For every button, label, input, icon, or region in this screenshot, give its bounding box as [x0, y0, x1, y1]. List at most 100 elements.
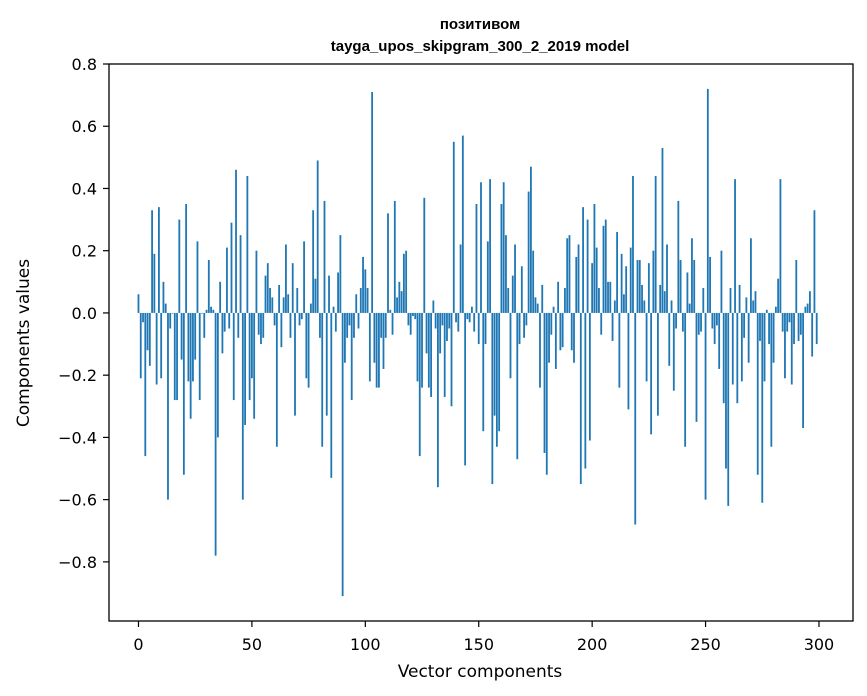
- bar-94: [350, 312, 353, 401]
- bar-19: [180, 312, 183, 360]
- bar-132: [437, 312, 439, 488]
- bar-218: [632, 176, 634, 313]
- bar-191: [570, 312, 573, 351]
- y-tick-label-2: −0.4: [58, 428, 97, 447]
- bar-96: [355, 294, 358, 313]
- y-tick-label-4: 0.0: [72, 304, 97, 323]
- bar-72: [300, 312, 303, 320]
- bar-5: [148, 312, 151, 366]
- bar-226: [650, 312, 653, 435]
- bar-71: [298, 312, 301, 326]
- bar-245: [693, 260, 696, 313]
- bar-199: [588, 312, 591, 441]
- x-tick-label-300: 300: [804, 635, 835, 654]
- bar-136: [446, 312, 448, 341]
- bar-3: [144, 312, 147, 457]
- plot-frame: [108, 63, 854, 622]
- bar-2: [142, 312, 144, 323]
- bar-254: [713, 312, 716, 345]
- bar-258: [722, 312, 725, 404]
- bar-257: [720, 250, 723, 313]
- bar-112: [391, 312, 394, 335]
- bar-219: [634, 312, 637, 525]
- bar-1: [139, 312, 142, 379]
- bar-193: [575, 256, 578, 313]
- bar-293: [802, 312, 804, 429]
- bar-35: [216, 312, 219, 438]
- bar-252: [709, 256, 711, 313]
- bar-238: [677, 200, 680, 313]
- bar-17: [176, 312, 178, 401]
- bar-250: [704, 312, 707, 500]
- bar-74: [305, 312, 308, 379]
- bar-265: [738, 284, 741, 313]
- bar-51: [253, 312, 256, 419]
- bar-22: [187, 312, 190, 382]
- bar-269: [747, 312, 750, 363]
- bar-97: [357, 312, 360, 329]
- bar-70: [296, 288, 299, 313]
- y-tick-label-3: −0.2: [58, 366, 97, 385]
- bar-92: [346, 312, 349, 338]
- bar-251: [706, 88, 709, 313]
- bar-159: [498, 312, 501, 432]
- bar-233: [666, 244, 668, 313]
- bar-93: [348, 312, 351, 326]
- bar-156: [491, 312, 494, 485]
- bar-253: [711, 312, 714, 329]
- y-tick-label-5: 0.2: [72, 242, 97, 261]
- bar-220: [636, 260, 639, 313]
- bar-137: [448, 312, 451, 329]
- bar-271: [752, 300, 755, 313]
- bar-188: [564, 288, 566, 313]
- bar-166: [514, 244, 516, 313]
- bar-36: [219, 281, 222, 313]
- bar-28: [201, 312, 203, 314]
- bar-21: [185, 204, 188, 313]
- y-tick-label-6: 0.4: [72, 179, 97, 198]
- bar-214: [623, 294, 625, 313]
- bar-192: [573, 312, 575, 363]
- bar-278: [768, 312, 770, 345]
- bar-81: [321, 312, 324, 447]
- bar-169: [520, 266, 523, 313]
- bar-140: [455, 312, 457, 323]
- bar-126: [423, 197, 426, 313]
- bar-275: [761, 312, 764, 503]
- bar-153: [484, 312, 487, 345]
- bar-44: [237, 312, 240, 338]
- bar-222: [641, 284, 643, 313]
- bar-276: [763, 312, 766, 382]
- bar-75: [307, 312, 310, 388]
- bar-200: [591, 263, 594, 313]
- bar-217: [629, 247, 632, 313]
- bar-89: [339, 235, 342, 313]
- bar-124: [418, 312, 421, 457]
- bar-99: [362, 256, 364, 313]
- bar-210: [613, 300, 616, 313]
- bar-68: [291, 263, 294, 313]
- bar-15: [171, 312, 174, 314]
- bar-290: [795, 260, 798, 313]
- bar-26: [196, 241, 199, 313]
- bar-38: [223, 312, 226, 332]
- bar-244: [691, 238, 693, 313]
- bar-268: [745, 297, 748, 313]
- bar-280: [772, 312, 775, 363]
- bar-216: [627, 312, 630, 410]
- bar-224: [645, 312, 648, 382]
- bar-52: [255, 250, 258, 313]
- bar-148: [473, 312, 476, 332]
- bar-66: [287, 294, 290, 313]
- bar-180: [545, 312, 548, 475]
- bar-79: [316, 160, 319, 313]
- bar-109: [384, 312, 387, 338]
- bar-231: [661, 148, 664, 313]
- bar-267: [743, 312, 746, 338]
- bar-227: [652, 250, 655, 313]
- bar-213: [620, 253, 623, 313]
- bar-194: [577, 244, 580, 313]
- bar-230: [659, 284, 662, 313]
- bar-129: [430, 312, 432, 397]
- bar-150: [477, 312, 480, 345]
